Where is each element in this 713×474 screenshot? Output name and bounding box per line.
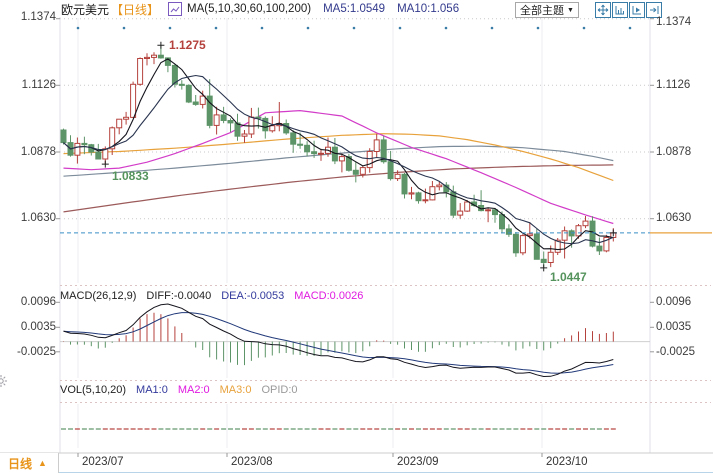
x-axis-tick-label: 2023/08: [231, 456, 273, 468]
volume-header: VOL(5,10,20) MA1:0 MA2:0 MA3:0 OPID:0: [60, 384, 298, 396]
macd-dea-value: DEA:-0.0053: [221, 290, 285, 302]
vol-ma1-value: MA1:0: [136, 384, 168, 396]
vol-ma2-value: MA2:0: [177, 384, 210, 396]
macd-axis-label-left: -0.0025: [16, 346, 56, 358]
ma-parameters-label: MA(5,10,30,60,100,200): [187, 3, 312, 15]
period-tag: 【日线】: [111, 2, 160, 17]
play-triangle-icon: [636, 7, 640, 13]
all-themes-label: 全部主题: [520, 5, 565, 17]
period-selector-label: 日线: [8, 456, 33, 471]
macd-macd-value: MACD:0.0026: [294, 290, 364, 302]
period-up-arrow-icon: ▲: [38, 458, 47, 468]
macd-axis-label-right: 0.0096: [656, 296, 692, 308]
dropdown-arrow-icon: ▼: [567, 6, 574, 14]
x-axis-tick-label: 2023/10: [546, 456, 588, 468]
axis-bars-icon: [615, 6, 624, 15]
vol-parameters-label: VOL(5,10,20): [60, 384, 127, 396]
pan-move-button[interactable]: [595, 2, 611, 18]
sun-settings-icon[interactable]: [0, 374, 8, 388]
symbol-title: 欧元美元: [61, 2, 110, 17]
macd-axis-label-right: -0.0025: [656, 346, 696, 358]
vol-opid-value: OPID:0: [261, 384, 298, 396]
ma10-value: MA10:1.056: [397, 3, 460, 15]
macd-parameters-label: MACD(26,12,9): [60, 290, 137, 302]
macd-axis-label-left: 0.0096: [20, 296, 56, 308]
price-axis-label-right: 1.1126: [656, 79, 691, 91]
chart-header: 欧元美元 【日线】 MA(5,10,30,60,100,200) MA5:1.0…: [61, 2, 460, 17]
macd-axis-label-left: 0.0035: [20, 321, 56, 333]
price-axis-label-left: 1.1374: [20, 11, 56, 23]
price-axis-label-right: 1.0878: [656, 146, 692, 158]
high-price-annotation: 1.1275: [169, 38, 206, 52]
x-axis-tick-label: 2023/09: [397, 456, 439, 468]
macd-axis-label-right: 0.0035: [656, 321, 692, 333]
price-axis-label-left: 1.1126: [21, 79, 56, 91]
arrow-to-bar-icon: [650, 6, 659, 14]
price-axis-label-left: 1.0878: [20, 146, 56, 158]
vol-ma3-value: MA3:0: [219, 384, 252, 396]
macd-header: MACD(26,12,9) DIFF:-0.0040 DEA:-0.0053 M…: [60, 290, 363, 302]
all-themes-dropdown[interactable]: 全部主题 ▼: [515, 2, 579, 18]
play-chart-button[interactable]: [629, 2, 645, 18]
macd-diff-value: DIFF:-0.0040: [146, 290, 212, 302]
ma5-value: MA5:1.0549: [323, 3, 386, 15]
move-cross-icon: [597, 4, 609, 16]
low-price-annotation: 1.0447: [550, 270, 587, 284]
price-axis-label-left: 1.0630: [20, 212, 56, 224]
x-axis-tick-label: 2023/07: [82, 456, 124, 468]
price-axis-label-right: 1.0630: [656, 212, 692, 224]
period-selector[interactable]: 日线 ▲: [0, 453, 59, 473]
price-axis-label-right: 1.1374: [656, 16, 692, 28]
indicator-chart-icon[interactable]: [168, 2, 183, 16]
go-to-latest-button[interactable]: [646, 2, 662, 18]
fit-chart-button[interactable]: [612, 2, 628, 18]
low-price-annotation: 1.0833: [112, 169, 149, 183]
